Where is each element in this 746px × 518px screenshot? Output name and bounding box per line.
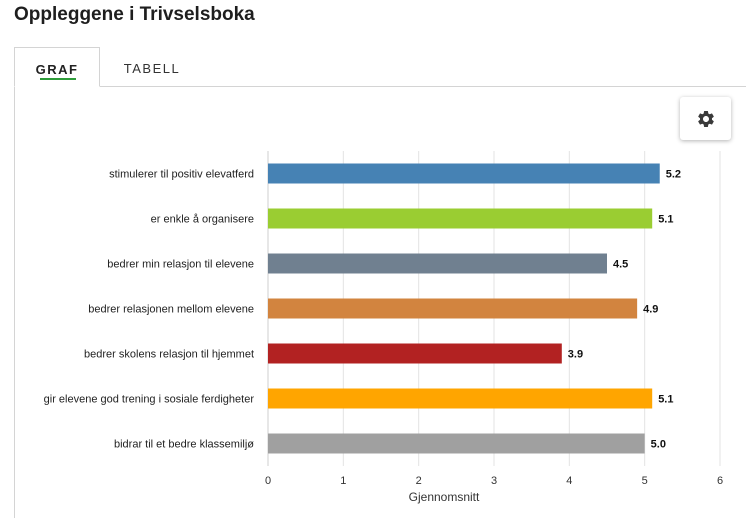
bar [268, 298, 638, 319]
category-label: bedrer relasjonen mellom elevene [88, 304, 254, 316]
x-axis-title: Gjennomsnitt [409, 490, 480, 504]
category-label: gir elevene god trening i sosiale ferdig… [44, 394, 255, 406]
data-label: 4.5 [613, 259, 628, 271]
data-label: 3.9 [568, 349, 583, 361]
bar [268, 388, 653, 409]
data-label: 5.1 [658, 394, 673, 406]
chart-settings-button[interactable] [680, 97, 731, 140]
bar [268, 208, 653, 229]
category-label: bidrar til et bedre klassemiljø [114, 439, 254, 451]
x-tick-label: 3 [491, 475, 497, 487]
gear-icon [697, 110, 714, 127]
tab-graf-label: GRAF [35, 62, 79, 77]
tab-active-underline [40, 78, 76, 80]
category-label: er enkle å organisere [151, 214, 254, 226]
page-title: Oppleggene i Trivselsboka [14, 4, 255, 25]
data-label: 5.0 [651, 439, 666, 451]
category-label: bedrer min relasjon til elevene [107, 259, 254, 271]
bar [268, 163, 660, 184]
x-tick-label: 5 [642, 475, 648, 487]
x-tick-label: 2 [416, 475, 422, 487]
bar [268, 343, 562, 364]
tab-tabell-label: TABELL [123, 61, 181, 76]
bar [268, 253, 607, 274]
x-tick-label: 0 [265, 475, 271, 487]
x-tick-label: 4 [566, 475, 572, 487]
category-label: bedrer skolens relasjon til hjemmet [84, 349, 254, 361]
x-tick-label: 6 [717, 475, 723, 487]
tab-tabell[interactable]: TABELL [100, 47, 204, 87]
data-label: 5.2 [666, 169, 681, 181]
x-tick-label: 1 [340, 475, 346, 487]
bar [268, 433, 645, 454]
tab-graf[interactable]: GRAF [14, 47, 100, 87]
data-label: 4.9 [643, 304, 658, 316]
data-label: 5.1 [658, 214, 673, 226]
category-label: stimulerer til positiv elevatferd [109, 169, 254, 181]
